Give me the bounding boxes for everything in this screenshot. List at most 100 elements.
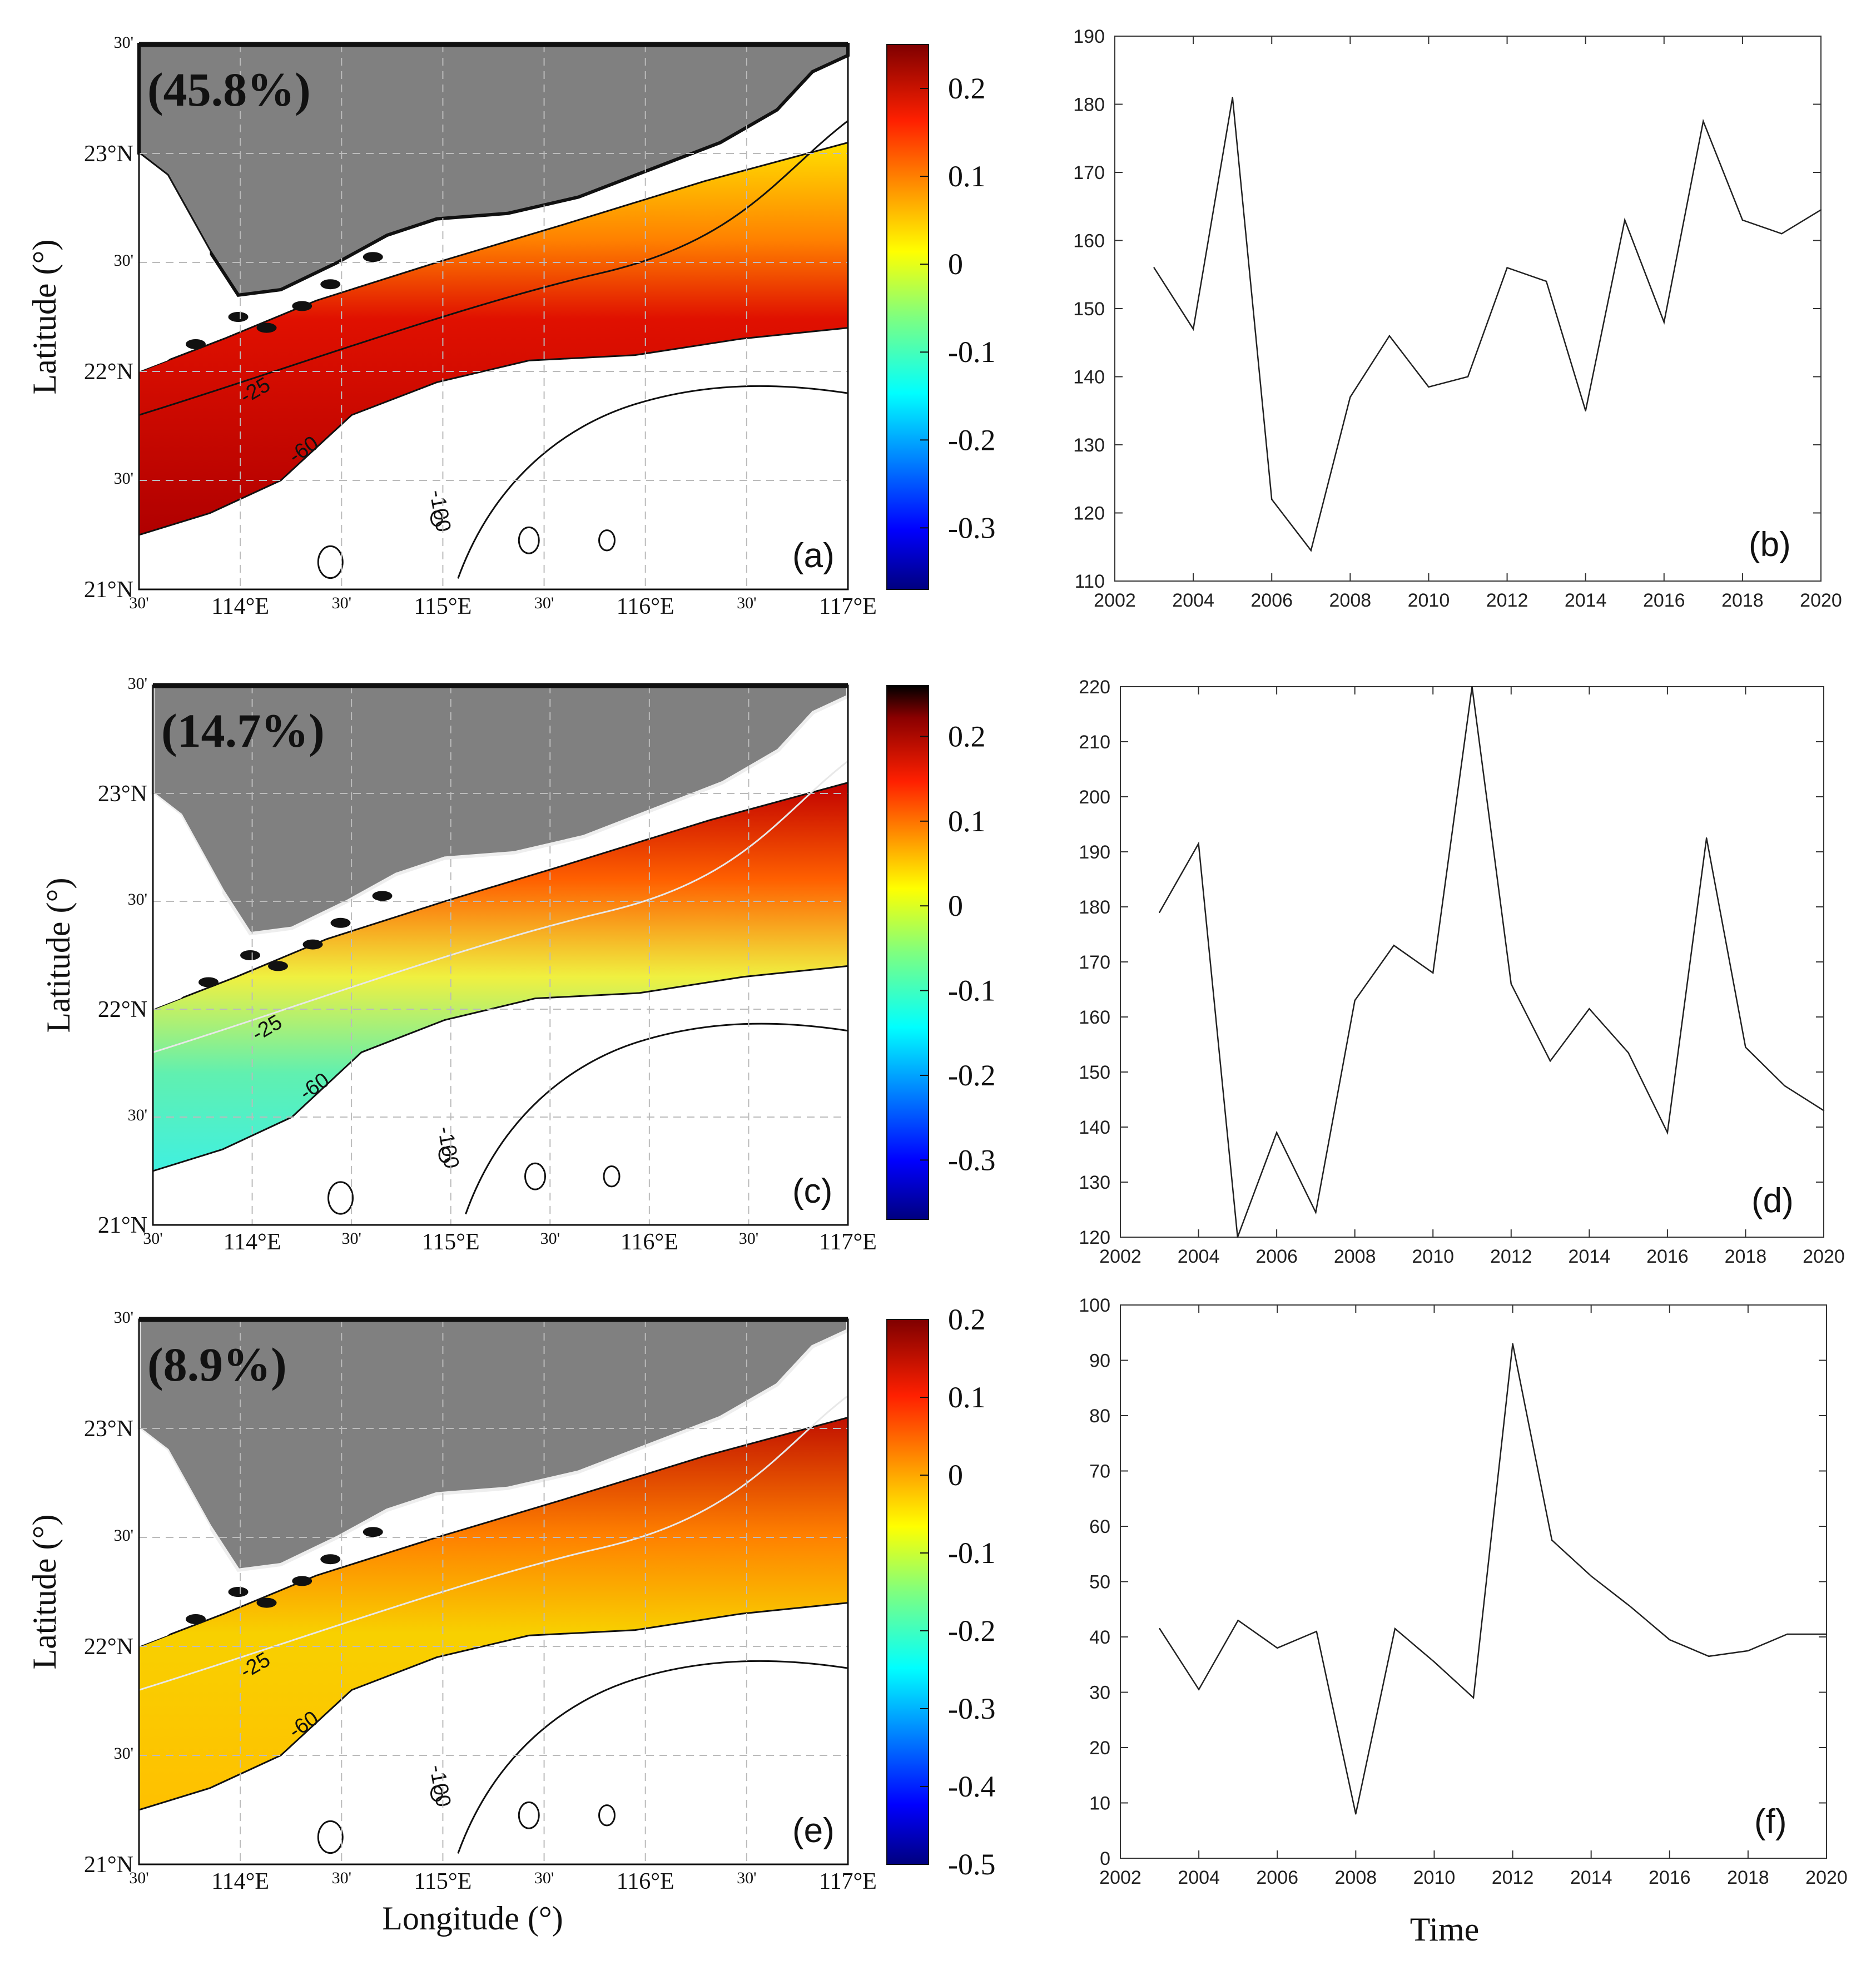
- data-point: [1198, 1689, 1200, 1690]
- island: [198, 977, 219, 988]
- map-xtick-label: 117°E: [819, 1869, 877, 1894]
- map-ytick-label: 21°N: [84, 577, 133, 603]
- colorbar-tick-label: -0.3: [948, 511, 995, 544]
- y-tick-label: 10: [1089, 1793, 1110, 1814]
- x-tick-label: 2020: [1805, 1867, 1848, 1888]
- map-xtick-label: 117°E: [819, 1229, 877, 1255]
- timeseries-panel-f: 2002 2004 2006 2008 2010 2012 2014 2016 2018 2020…: [1079, 1295, 1848, 1888]
- colorbar-tick-label: 0: [948, 889, 963, 922]
- eof-field: [138, 141, 849, 537]
- data-point: [1820, 209, 1822, 211]
- colorbar-tick-label: -0.1: [948, 335, 995, 369]
- x-tick-label: 2010: [1412, 1246, 1454, 1267]
- map-xtick-label: 30': [534, 1869, 554, 1887]
- y-tick-label: 140: [1073, 367, 1105, 388]
- map-xtick-label: 116°E: [621, 1229, 678, 1255]
- panel-label: (d): [1751, 1182, 1794, 1220]
- x-tick-label: 2012: [1486, 590, 1528, 611]
- colorbar-tick-label: -0.4: [948, 1770, 995, 1803]
- island: [256, 1597, 277, 1608]
- map-xtick-label: 115°E: [414, 594, 472, 619]
- colorbar-tick-label: -0.1: [948, 1536, 995, 1570]
- island: [256, 322, 277, 333]
- map-ytick-label: 23°N: [84, 1416, 133, 1442]
- y-tick-label: 60: [1089, 1516, 1110, 1537]
- y-tick-label: 210: [1079, 732, 1110, 753]
- plot-frame: [1120, 686, 1824, 1238]
- data-point: [1271, 498, 1273, 500]
- y-tick-label: 180: [1073, 95, 1105, 116]
- isobath-25: [138, 1395, 848, 1691]
- contour-loop: [518, 1801, 540, 1829]
- data-point: [1153, 267, 1155, 269]
- island: [228, 312, 249, 322]
- island: [292, 1576, 312, 1586]
- data-point: [1276, 1132, 1278, 1134]
- contour-loop: [327, 1181, 354, 1215]
- map-ytick-label: 22°N: [84, 359, 133, 385]
- island: [330, 917, 351, 928]
- x-tick-label: 2016: [1643, 590, 1685, 611]
- y-tick-label: 110: [1075, 571, 1105, 592]
- data-point: [1781, 233, 1783, 235]
- x-tick-label: 2020: [1800, 590, 1842, 611]
- data-point: [1703, 120, 1704, 122]
- plot-frame: [1114, 36, 1822, 582]
- map-ytick-label: 30': [128, 1106, 147, 1124]
- data-point: [1627, 1052, 1629, 1054]
- eof-field: [152, 781, 849, 1173]
- y-tick-label: 130: [1079, 1172, 1110, 1193]
- estuary-blank: [139, 1428, 210, 1646]
- map-xtick-label: 114°E: [211, 1869, 269, 1894]
- map-ytick-label: 21°N: [84, 1852, 133, 1878]
- eof-field: [138, 1416, 849, 1812]
- map-xtick-label: 30': [341, 1229, 361, 1248]
- island: [268, 961, 288, 971]
- data-point: [1784, 1085, 1785, 1086]
- x-tick-label: 2004: [1172, 590, 1214, 611]
- contour-loop: [518, 526, 540, 554]
- data-point: [1506, 267, 1508, 269]
- x-tick-label: 2006: [1250, 590, 1293, 611]
- panel-label: (a): [792, 537, 835, 575]
- y-tick-label: 160: [1073, 231, 1105, 252]
- y-tick-label: 90: [1089, 1351, 1110, 1372]
- map-ytick-label: 21°N: [98, 1213, 147, 1238]
- panel-label: (e): [792, 1812, 835, 1850]
- y-tick-label: 200: [1079, 787, 1110, 808]
- y-tick-label: 40: [1089, 1627, 1110, 1648]
- timeseries-panel-b: 2002 2004 2006 2008 2010 2012 2014 2016 2018 2020…: [1073, 26, 1842, 611]
- series-line: [1159, 686, 1824, 1238]
- island: [292, 301, 312, 311]
- y-tick-label: 70: [1089, 1461, 1110, 1482]
- panel-label: (b): [1749, 525, 1791, 564]
- colorbar-tick-label: 0.2: [948, 72, 986, 105]
- x-tick-label: 2006: [1255, 1246, 1298, 1267]
- panel-label: (c): [792, 1172, 832, 1210]
- map-ytick-label: 30': [128, 674, 147, 693]
- variance-label: (14.7%): [161, 704, 325, 757]
- y-tick-label: 170: [1079, 952, 1110, 973]
- data-point: [1472, 1697, 1475, 1699]
- map-xtick-label: 30': [129, 1869, 148, 1887]
- land-mass: [137, 43, 850, 297]
- map-ytick-label: 30': [114, 1308, 133, 1327]
- map-ylabel: Latitude (°): [26, 240, 63, 395]
- isobath-100: [457, 385, 848, 579]
- colorbar-tick-label: -0.1: [948, 974, 995, 1008]
- data-point: [1545, 280, 1547, 282]
- map-xtick-label: 115°E: [414, 1869, 472, 1894]
- x-tick-label: 2016: [1649, 1867, 1691, 1888]
- isobath-25: [138, 120, 848, 416]
- data-point: [1663, 321, 1665, 323]
- panel-label: (f): [1754, 1803, 1787, 1841]
- x-tick-label: 2002: [1099, 1867, 1142, 1888]
- map-xtick-label: 30': [540, 1229, 560, 1248]
- data-point: [1393, 945, 1395, 946]
- data-point: [1198, 842, 1199, 845]
- map-xtick-label: 116°E: [617, 594, 674, 619]
- data-point: [1432, 972, 1434, 974]
